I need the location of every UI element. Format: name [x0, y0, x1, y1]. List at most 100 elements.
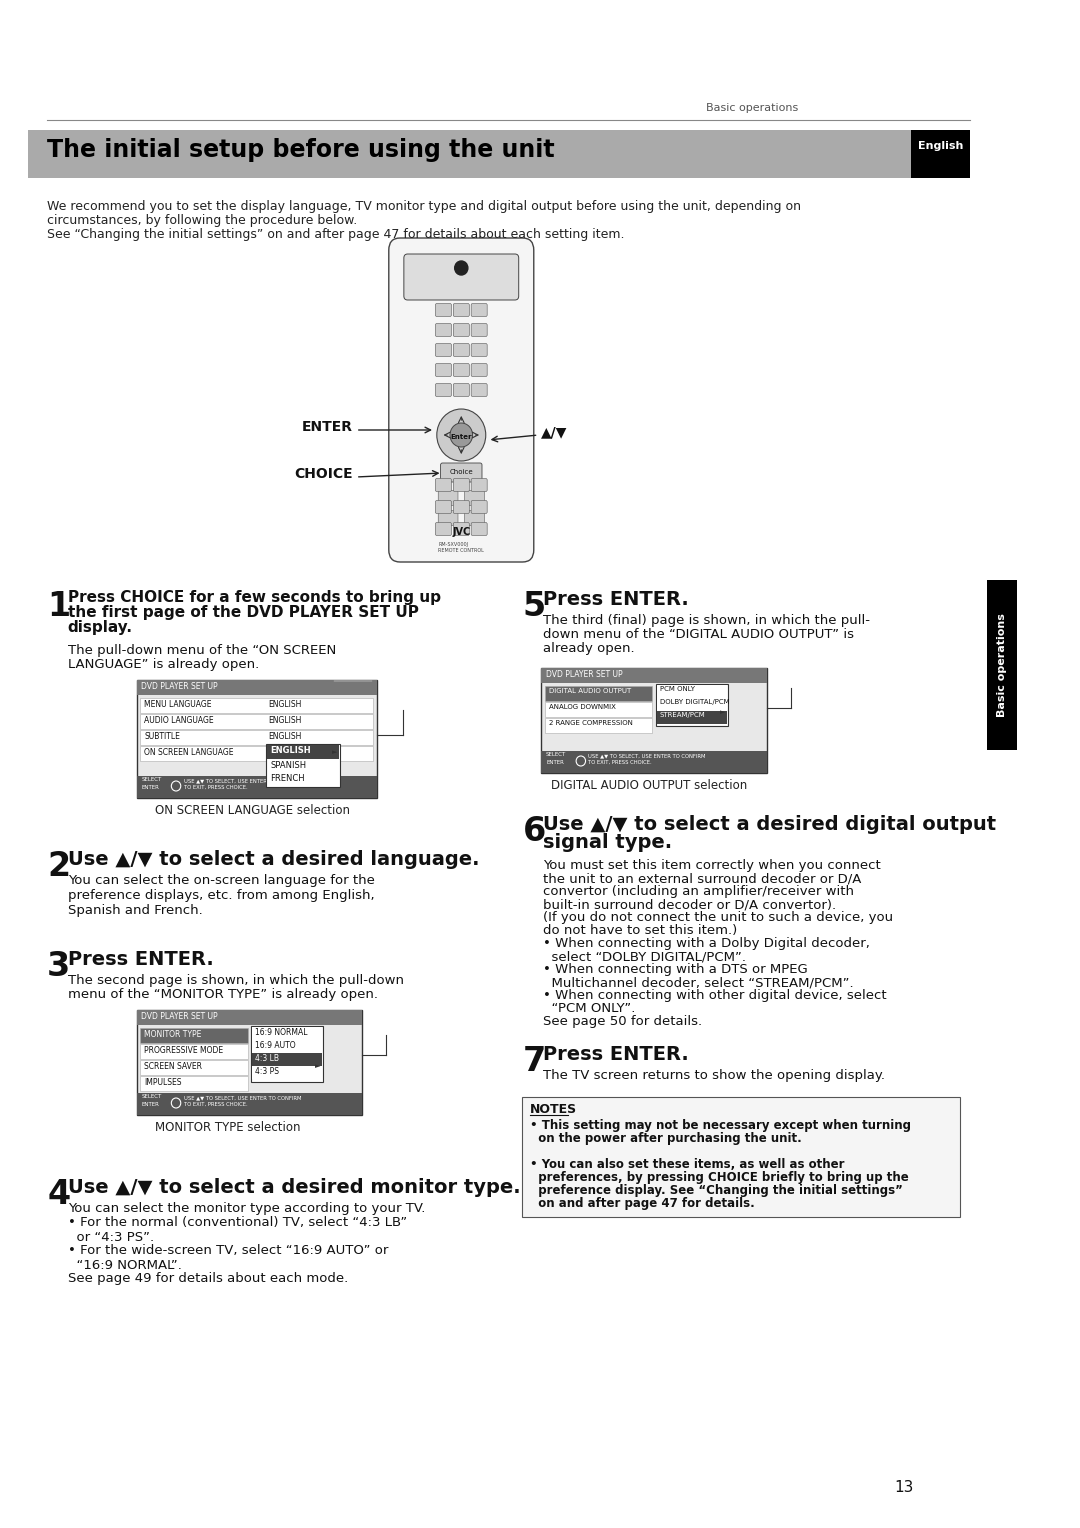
Bar: [541, 750, 767, 773]
Text: 3: 3: [48, 950, 70, 983]
FancyBboxPatch shape: [471, 364, 487, 376]
FancyBboxPatch shape: [454, 501, 470, 513]
Text: ▲/▼: ▲/▼: [541, 425, 568, 439]
Text: ENGLISH: ENGLISH: [268, 732, 301, 741]
Text: See page 49 for details about each mode.: See page 49 for details about each mode.: [68, 1271, 348, 1285]
Text: circumstances, by following the procedure below.: circumstances, by following the procedur…: [48, 214, 357, 228]
Text: See page 50 for details.: See page 50 for details.: [543, 1015, 702, 1028]
Text: • You can also set these items, as well as other: • You can also set these items, as well …: [530, 1158, 845, 1170]
Bar: [912, 130, 970, 177]
Bar: [140, 714, 373, 729]
Text: You can select the monitor type according to your TV.: You can select the monitor type accordin…: [68, 1203, 426, 1215]
FancyBboxPatch shape: [471, 324, 487, 336]
Text: Choice: Choice: [449, 469, 473, 475]
Text: the first page of the DVD PLAYER SET UP: the first page of the DVD PLAYER SET UP: [68, 605, 419, 620]
Text: SELECT: SELECT: [546, 752, 566, 756]
Text: DOLBY DIGITAL/PCM: DOLBY DIGITAL/PCM: [660, 698, 729, 704]
Text: 1: 1: [48, 590, 70, 623]
Text: The initial setup before using the unit: The initial setup before using the unit: [48, 138, 555, 162]
Text: on and after page 47 for details.: on and after page 47 for details.: [530, 1196, 755, 1210]
Text: The TV screen returns to show the opening display.: The TV screen returns to show the openin…: [543, 1070, 886, 1082]
Text: MONITOR TYPE: MONITOR TYPE: [144, 1030, 201, 1039]
Bar: [545, 701, 652, 717]
Text: Press ENTER.: Press ENTER.: [543, 1045, 689, 1063]
Text: select “DOLBY DIGITAL/PCM”.: select “DOLBY DIGITAL/PCM”.: [543, 950, 746, 963]
FancyBboxPatch shape: [435, 344, 451, 356]
FancyBboxPatch shape: [435, 304, 451, 316]
Text: IMPULSES: IMPULSES: [144, 1077, 181, 1086]
Text: the unit to an external surround decoder or D/A: the unit to an external surround decoder…: [543, 872, 862, 885]
Text: do not have to set this item.): do not have to set this item.): [543, 924, 738, 937]
Text: Press ENTER.: Press ENTER.: [68, 950, 214, 969]
Text: • When connecting with a Dolby Digital decoder,: • When connecting with a Dolby Digital d…: [543, 937, 870, 950]
FancyBboxPatch shape: [454, 364, 470, 376]
Text: 4: 4: [48, 1178, 70, 1212]
Text: • When connecting with other digital device, select: • When connecting with other digital dev…: [543, 989, 887, 1002]
Text: NOTES: NOTES: [530, 1103, 577, 1115]
Text: Basic operations: Basic operations: [706, 102, 798, 113]
Text: 2 RANGE COMPRESSION: 2 RANGE COMPRESSION: [549, 720, 633, 726]
Text: PCM ONLY: PCM ONLY: [660, 686, 694, 692]
FancyBboxPatch shape: [454, 478, 470, 492]
Text: DIGITAL AUDIO OUTPUT selection: DIGITAL AUDIO OUTPUT selection: [551, 779, 747, 792]
Bar: [136, 680, 377, 798]
Text: JVC: JVC: [453, 527, 471, 536]
Text: TO EXIT, PRESS CHOICE.: TO EXIT, PRESS CHOICE.: [184, 1102, 247, 1106]
Bar: [136, 680, 377, 695]
Bar: [28, 130, 970, 177]
FancyBboxPatch shape: [435, 501, 451, 513]
Text: DVD PLAYER SET UP: DVD PLAYER SET UP: [141, 1012, 218, 1021]
Text: USE ▲▼ TO SELECT, USE ENTER TO CONFIRM: USE ▲▼ TO SELECT, USE ENTER TO CONFIRM: [589, 753, 706, 758]
Text: STREAM/PCM: STREAM/PCM: [660, 712, 705, 718]
Text: Multichannel decoder, select “STREAM/PCM”.: Multichannel decoder, select “STREAM/PCM…: [543, 976, 854, 989]
Text: Press CHOICE for a few seconds to bring up: Press CHOICE for a few seconds to bring …: [68, 590, 441, 605]
Text: ON SCREEN LANGUAGE selection: ON SCREEN LANGUAGE selection: [156, 804, 350, 817]
Circle shape: [450, 423, 473, 448]
Text: Basic operations: Basic operations: [997, 613, 1007, 717]
FancyBboxPatch shape: [464, 510, 484, 526]
Text: 2: 2: [48, 850, 70, 883]
Bar: [986, 581, 1016, 750]
Bar: [253, 1067, 322, 1079]
FancyBboxPatch shape: [454, 324, 470, 336]
Text: ENTER: ENTER: [141, 1102, 159, 1106]
Text: display.: display.: [68, 620, 133, 636]
Bar: [136, 1010, 363, 1115]
Text: English: English: [918, 141, 963, 151]
Text: ENGLISH: ENGLISH: [270, 746, 311, 755]
Text: PROGRESSIVE MODE: PROGRESSIVE MODE: [144, 1047, 224, 1054]
Text: We recommend you to set the display language, TV monitor type and digital output: We recommend you to set the display lang…: [48, 200, 801, 212]
Text: CHOICE: CHOICE: [295, 468, 353, 481]
Text: 5: 5: [523, 590, 545, 623]
Circle shape: [455, 261, 468, 275]
Text: ON SCREEN LANGUAGE: ON SCREEN LANGUAGE: [144, 749, 233, 756]
Text: RM-SXV000J
REMOTE CONTROL: RM-SXV000J REMOTE CONTROL: [438, 542, 484, 553]
Bar: [657, 685, 727, 698]
Text: USE ▲▼ TO SELECT, USE ENTER TO CONFIRM: USE ▲▼ TO SELECT, USE ENTER TO CONFIRM: [184, 1096, 301, 1100]
Text: The second page is shown, in which the pull-down: The second page is shown, in which the p…: [68, 973, 404, 987]
FancyBboxPatch shape: [438, 510, 458, 526]
Bar: [541, 668, 767, 683]
Bar: [136, 776, 377, 798]
FancyBboxPatch shape: [454, 523, 470, 535]
Text: Press ENTER.: Press ENTER.: [543, 590, 689, 610]
Text: 4:3 LB: 4:3 LB: [255, 1054, 279, 1063]
Bar: [140, 730, 373, 746]
Bar: [136, 1093, 363, 1115]
Text: 13: 13: [894, 1481, 914, 1494]
Bar: [140, 698, 373, 714]
Text: ►: ►: [720, 709, 726, 715]
Text: preferences, by pressing CHOICE briefly to bring up the: preferences, by pressing CHOICE briefly …: [530, 1170, 908, 1184]
FancyBboxPatch shape: [441, 463, 482, 481]
FancyBboxPatch shape: [471, 478, 487, 492]
FancyBboxPatch shape: [454, 384, 470, 396]
Text: Enter: Enter: [450, 434, 472, 440]
Text: You can select the on-screen language for the
preference displays, etc. from amo: You can select the on-screen language fo…: [68, 874, 375, 917]
Text: 6: 6: [523, 814, 545, 848]
Text: AUDIO LANGUAGE: AUDIO LANGUAGE: [144, 717, 214, 724]
FancyBboxPatch shape: [438, 490, 458, 506]
Text: The third (final) page is shown, in which the pull-: The third (final) page is shown, in whic…: [543, 614, 870, 626]
Text: ANALOG DOWNMIX: ANALOG DOWNMIX: [549, 704, 616, 711]
Bar: [657, 685, 728, 726]
Bar: [657, 698, 727, 711]
